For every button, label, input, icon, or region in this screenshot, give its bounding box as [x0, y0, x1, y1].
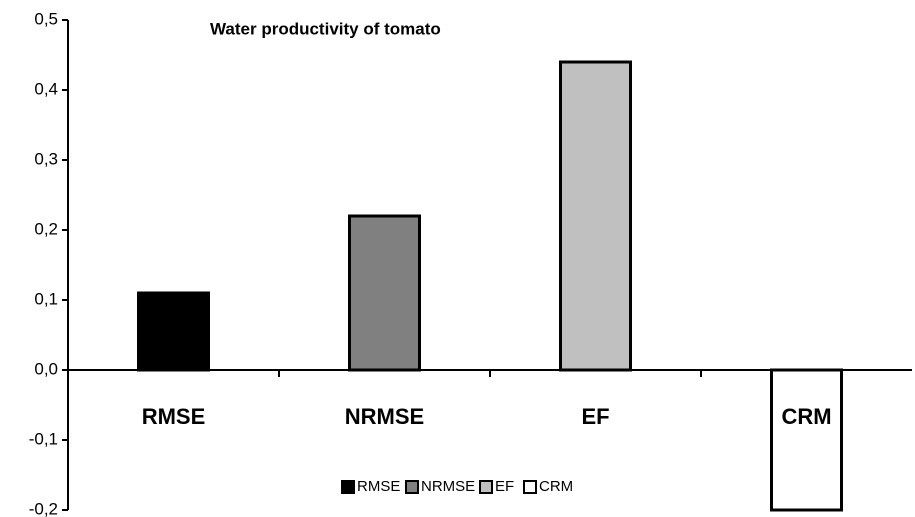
legend-label: NRMSE: [421, 478, 475, 495]
legend-swatch: [405, 480, 419, 494]
bar: [348, 214, 421, 372]
y-tick-label: 0,5: [34, 9, 58, 28]
legend-swatch: [479, 480, 493, 494]
y-tick-label: 0,0: [34, 359, 58, 378]
legend-label: CRM: [539, 478, 573, 495]
x-tick-label: CRM: [781, 404, 831, 429]
y-tick-label: 0,3: [34, 149, 58, 168]
legend-label: RMSE: [357, 478, 400, 495]
chart-title: Water productivity of tomato: [210, 19, 441, 38]
legend-label: EF: [495, 478, 514, 495]
bar: [137, 291, 210, 372]
y-tick-label: 0,1: [34, 289, 58, 308]
y-tick-label: -0,2: [29, 499, 58, 517]
bar: [770, 368, 843, 512]
legend-swatch: [341, 480, 355, 494]
x-tick-label: EF: [581, 404, 609, 429]
bar: [559, 60, 632, 372]
x-tick-label: NRMSE: [345, 404, 424, 429]
legend-swatch: [523, 480, 537, 494]
y-tick-label: -0,1: [29, 429, 58, 448]
y-tick-label: 0,2: [34, 219, 58, 238]
y-tick-label: 0,4: [34, 79, 58, 98]
x-tick-label: RMSE: [142, 404, 206, 429]
